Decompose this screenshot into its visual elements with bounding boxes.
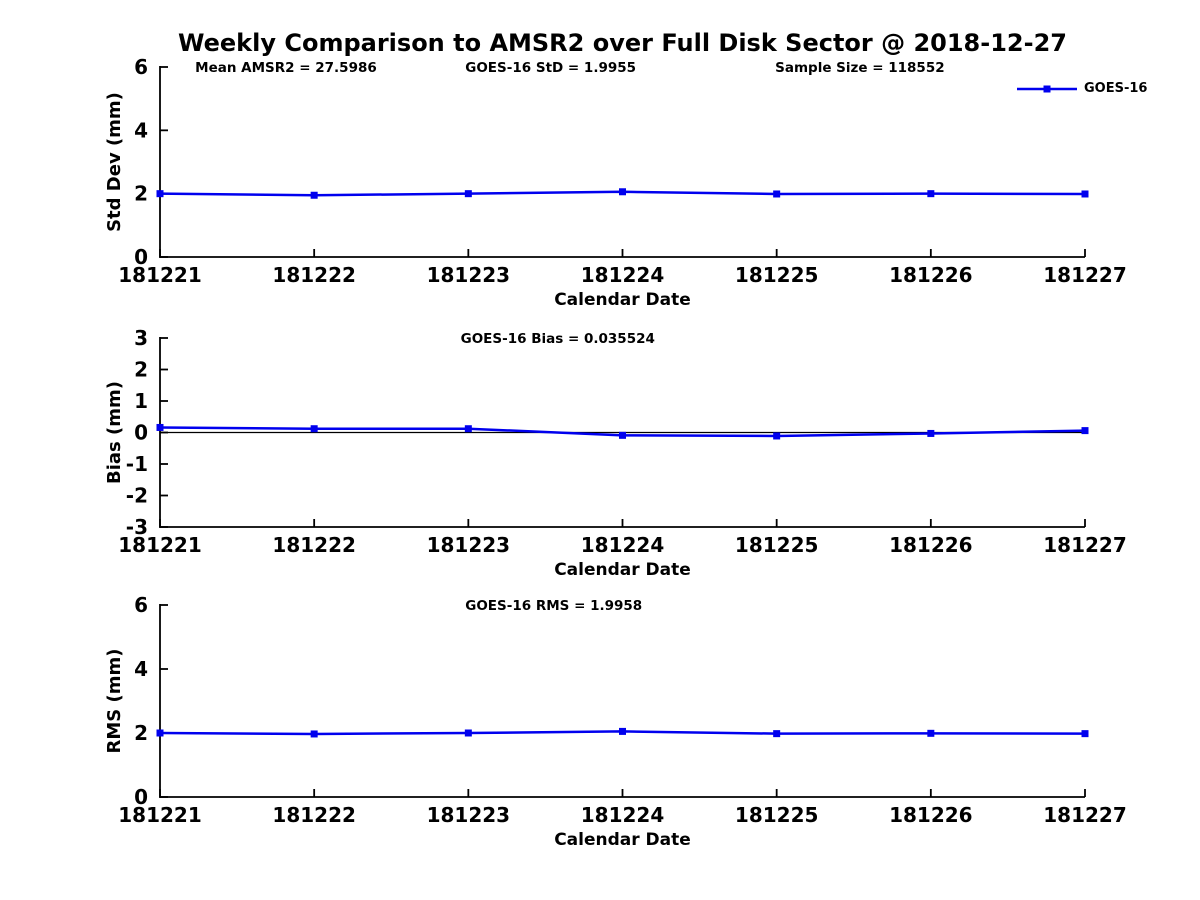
data-point-marker [619,431,626,439]
y-tick-label: 0 [134,245,148,269]
x-tick-label: 181221 [118,533,202,557]
data-point-marker [156,423,164,431]
std-dev-panel: 0 2 4 6 181221 181222 181223 181224 181225 181226… [104,55,1127,310]
x-tick-label: 181224 [581,803,665,827]
y-tick-label: -2 [126,484,148,508]
y-tick-label: 0 [134,785,148,809]
data-point-marker [927,429,935,437]
x-tick-label: 181222 [272,263,356,287]
stat-annotation: GOES-16 StD = 1.9955 [465,60,636,76]
y-tick-label: 6 [134,55,148,79]
stat-annotation: Mean AMSR2 = 27.5986 [195,60,377,76]
legend-key-icon [1017,85,1077,92]
legend: GOES-16 [1016,81,1147,96]
data-point-marker [310,191,318,199]
data-point-marker [773,432,781,440]
x-tick-label: 181221 [118,263,202,287]
x-tick-label: 181225 [735,533,819,557]
x-tick-label: 181224 [581,263,665,287]
y-tick-label: 1 [134,389,148,413]
data-point-marker [464,729,472,737]
data-point-marker [464,425,472,433]
data-point-marker [310,730,318,738]
x-tick-label: 181226 [889,533,973,557]
x-tick-label: 181227 [1043,803,1127,827]
x-tick-label: 181223 [427,803,511,827]
legend-label: GOES-16 [1084,81,1148,96]
x-axis-label: Calendar Date [554,290,691,310]
x-tick-label: 181223 [427,533,511,557]
data-point-marker [156,729,164,737]
x-tick-label: 181225 [735,803,819,827]
stat-annotation: Sample Size = 118552 [775,60,944,76]
x-tick-label: 181227 [1043,533,1127,557]
x-tick-label: 181223 [427,263,511,287]
y-tick-label: 2 [134,358,148,382]
bias-panel: -3 -2 -1 0 1 2 3 181221 181222 181223 181224 181225… [104,326,1127,580]
x-tick-label: 181224 [581,533,665,557]
data-point-marker [464,190,472,198]
x-tick-label: 181225 [735,263,819,287]
y-tick-label: 3 [134,326,148,350]
y-tick-label: 4 [134,118,148,142]
stat-annotation: GOES-16 Bias = 0.035524 [461,331,655,347]
chart-title: Weekly Comparison to AMSR2 over Full Dis… [178,29,1067,57]
x-axis-label: Calendar Date [554,560,691,580]
x-tick-label: 181222 [272,533,356,557]
y-axis-label: Bias (mm) [104,381,125,484]
data-point-marker [927,729,935,737]
data-point-marker [773,730,781,738]
y-tick-label: -1 [126,452,148,476]
x-axis-label: Calendar Date [554,830,691,850]
x-tick-label: 181226 [889,803,973,827]
y-axis-label: RMS (mm) [104,649,125,754]
data-point-marker [927,190,935,198]
data-point-marker [1081,190,1089,198]
y-tick-label: 0 [134,421,148,445]
rms-panel: 0 2 4 6 181221 181222 181223 181224 181225 181226… [104,593,1127,850]
x-tick-label: 181222 [272,803,356,827]
data-point-marker [619,188,626,196]
y-tick-label: 2 [134,182,148,206]
data-point-marker [619,727,626,735]
data-point-marker [1081,730,1089,738]
y-tick-label: -3 [126,515,148,539]
stat-annotation: GOES-16 RMS = 1.9958 [465,598,642,614]
legend-marker-sample [1043,85,1051,92]
data-point-marker [310,425,318,433]
data-point-marker [773,190,781,198]
x-tick-label: 181227 [1043,263,1127,287]
y-tick-label: 6 [134,593,148,617]
data-point-marker [1081,427,1089,435]
x-tick-label: 181221 [118,803,202,827]
y-tick-label: 2 [134,721,148,745]
data-point-marker [156,190,164,198]
y-axis-label: Std Dev (mm) [104,92,125,232]
x-tick-label: 181226 [889,263,973,287]
y-tick-label: 4 [134,657,148,681]
